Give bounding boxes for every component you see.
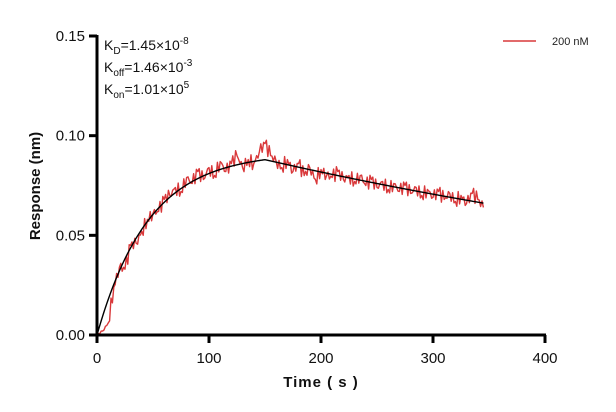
legend-label-200nm: 200 nM (552, 36, 589, 48)
x-axis-label: Time ( s ) (283, 374, 359, 391)
x-tick-label: 200 (308, 350, 333, 367)
y-tick-label: 0.10 (56, 128, 85, 145)
fit-curve (96, 158, 484, 336)
x-tick-label: 0 (93, 350, 101, 367)
y-tick-label: 0.05 (56, 227, 85, 244)
koff-annotation: Koff=1.46×10-3 (104, 58, 193, 79)
x-tick-label: 300 (420, 350, 445, 367)
y-tick-label: 0.15 (56, 28, 85, 45)
y-tick-label: 0.00 (56, 327, 85, 344)
kd-annotation: KD=1.45×10-8 (104, 36, 189, 57)
series-line-200nm (96, 139, 485, 336)
x-tick-label: 400 (532, 350, 557, 367)
kon-annotation: Kon=1.01×105 (104, 80, 190, 101)
x-tick-label: 100 (196, 350, 221, 367)
y-axis-label: Response (nm) (27, 132, 44, 240)
